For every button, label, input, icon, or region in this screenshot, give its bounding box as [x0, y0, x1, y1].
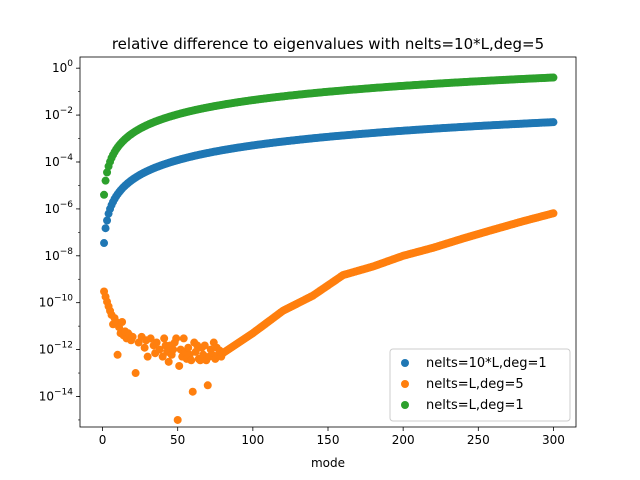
data-point	[173, 415, 182, 424]
legend-marker	[401, 359, 409, 367]
x-tick-label: 0	[99, 433, 107, 447]
data-point	[169, 345, 178, 354]
data-point	[549, 209, 558, 218]
legend-box	[389, 348, 571, 422]
data-point	[179, 334, 188, 343]
data-point	[187, 356, 196, 365]
y-axis-ticks: 100 10−2 10−4 10−6 10−8 10−10 10−12 10−14	[39, 59, 80, 421]
data-point	[200, 341, 209, 350]
data-point	[191, 347, 200, 356]
data-point	[103, 168, 112, 177]
data-point	[103, 216, 112, 225]
x-tick-label: 150	[317, 433, 340, 447]
x-tick-label: 250	[467, 433, 490, 447]
series-2-points	[100, 73, 558, 199]
data-point	[100, 239, 109, 248]
data-point	[128, 332, 137, 341]
legend-label: nelts=10*L,deg=1	[426, 356, 547, 371]
y-tick-label: 10−8	[44, 247, 73, 263]
data-point	[101, 176, 110, 185]
y-tick-label: 10−6	[44, 200, 73, 216]
y-tick-label: 10−14	[39, 387, 74, 403]
legend-label: nelts=L,deg=1	[426, 398, 524, 413]
y-tick-label: 10−2	[44, 106, 73, 122]
x-tick-label: 300	[542, 433, 565, 447]
legend-item: nelts=L,deg=5	[401, 377, 524, 392]
legend: nelts=10*L,deg=1 nelts=L,deg=5 nelts=L,deg…	[389, 348, 571, 422]
x-tick-label: 100	[241, 433, 264, 447]
y-tick-label: 10−12	[39, 341, 73, 357]
data-point	[203, 381, 212, 390]
legend-item: nelts=L,deg=1	[401, 398, 524, 413]
data-point	[100, 190, 109, 199]
series-1-points	[100, 209, 558, 424]
y-tick-label: 100	[52, 59, 73, 75]
data-point	[188, 387, 197, 396]
data-point	[172, 334, 181, 343]
x-axis-ticks: 0 50 100 150 200 250 300	[99, 427, 565, 447]
data-point	[164, 357, 173, 366]
y-tick-label: 10−10	[39, 294, 74, 310]
legend-marker	[401, 401, 409, 409]
x-tick-label: 200	[392, 433, 415, 447]
data-point	[160, 334, 169, 343]
x-axis-label: mode	[311, 456, 345, 470]
data-point	[146, 334, 155, 343]
y-tick-label: 10−4	[44, 153, 73, 169]
x-tick-label: 50	[170, 433, 185, 447]
data-point	[118, 318, 127, 327]
legend-label: nelts=L,deg=5	[426, 377, 524, 392]
data-point	[155, 345, 164, 354]
chart-title: relative difference to eigenvalues with …	[112, 35, 544, 53]
data-point	[113, 350, 122, 359]
data-point	[549, 118, 558, 127]
series-0-points	[100, 118, 558, 248]
data-point	[184, 343, 193, 352]
data-point	[549, 73, 558, 82]
data-point	[140, 343, 149, 352]
data-point	[143, 352, 152, 361]
data-marks	[100, 73, 558, 424]
data-point	[175, 361, 184, 370]
data-point	[152, 338, 161, 347]
data-point	[101, 224, 110, 233]
data-point	[131, 369, 140, 378]
legend-marker	[401, 380, 409, 388]
legend-item: nelts=10*L,deg=1	[401, 356, 547, 371]
